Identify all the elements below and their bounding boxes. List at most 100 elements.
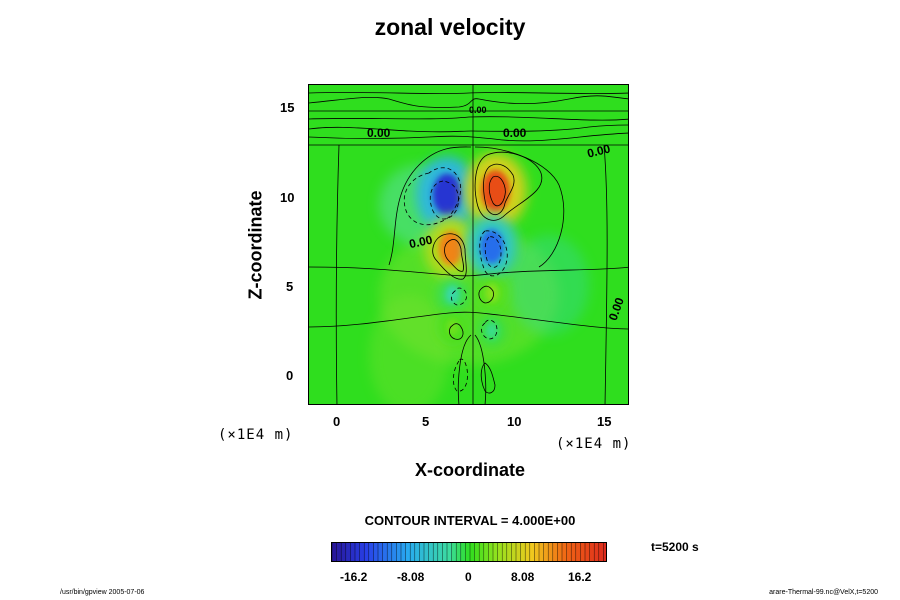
colorbar-swatch	[603, 543, 606, 561]
colorbar-swatch	[345, 543, 351, 561]
colorbar-swatch	[460, 543, 466, 561]
negative-contours	[403, 167, 508, 392]
colorbar-swatch	[548, 543, 554, 561]
extremum-core	[446, 318, 459, 336]
colorbar-swatch	[506, 543, 512, 561]
colorbar-swatch	[520, 543, 526, 561]
z-tick-label: 15	[280, 100, 295, 115]
colorbar-swatch	[511, 543, 517, 561]
colorbar-tick-label: 8.08	[511, 570, 535, 584]
colorbar-swatch	[575, 543, 581, 561]
colorbar-swatch	[410, 543, 416, 561]
positive-contours	[432, 151, 543, 394]
x-tick-label: 0	[333, 414, 341, 429]
colorbar-swatch	[405, 543, 411, 561]
colorbar-swatch	[424, 543, 429, 561]
colorbar-swatch	[391, 543, 397, 561]
colorbar-swatch	[488, 543, 494, 561]
contour-label: 0.00	[586, 141, 612, 160]
colorbar-swatch	[387, 543, 393, 561]
colorbar-swatch	[396, 543, 402, 561]
z-tick-label: 5	[286, 279, 294, 294]
extremum-core	[480, 229, 504, 264]
color-field	[309, 85, 628, 404]
colorbar-swatch	[497, 543, 503, 561]
y-axis-label: Z-coordinate	[245, 190, 266, 300]
colorbar-swatch	[456, 543, 462, 561]
colorbar-swatch	[539, 543, 544, 561]
x-unit-label: (×1E4 m)	[556, 436, 632, 452]
footer-left: /usr/bin/gpview 2005-07-06	[60, 589, 145, 596]
colorbar-swatch	[543, 543, 549, 561]
colorbar-swatch	[585, 543, 590, 561]
colorbar-swatch	[332, 543, 337, 561]
chart-title: zonal velocity	[374, 14, 526, 40]
contour-interval-label: CONTOUR INTERVAL = 4.000E+00	[364, 513, 576, 528]
colorbar-swatch	[433, 543, 439, 561]
colorbar-swatch	[566, 543, 572, 561]
contour-label: 0.00	[503, 126, 527, 140]
z-unit-label: (×1E4 m)	[218, 427, 294, 443]
colorbar-swatch	[401, 543, 406, 561]
colorbar-tick-label: -16.2	[340, 570, 368, 584]
extremum-core	[485, 283, 499, 303]
contour-lines	[309, 85, 628, 404]
contour-label: 0.00	[408, 233, 434, 252]
colorbar-swatch	[516, 543, 521, 561]
heatmap-svg: 0.00 0.00 0.00 0.00 0.00 0.00	[309, 85, 628, 404]
x-tick-label: 5	[422, 414, 430, 429]
colorbar-swatch	[382, 543, 388, 561]
colorbar-swatch	[355, 543, 360, 561]
colorbar-swatch	[580, 543, 586, 561]
extremum-core	[438, 231, 463, 266]
x-tick-label: 15	[597, 414, 612, 429]
colorbar-swatch	[598, 543, 604, 561]
colorbar-swatch	[359, 543, 365, 561]
colorbar	[331, 542, 607, 562]
time-label: t=5200 s	[651, 540, 699, 554]
colorbar-swatch	[378, 543, 383, 561]
x-tick-label: 10	[507, 414, 522, 429]
x-axis-label: X-coordinate	[414, 460, 525, 480]
extremum-core	[486, 322, 498, 339]
colorbar-swatch	[557, 543, 563, 561]
z-tick-label: 0	[286, 368, 294, 383]
contour-label: 0.00	[367, 126, 391, 140]
colorbar-swatch	[502, 543, 508, 561]
colorbar-swatch	[479, 543, 485, 561]
colorbar-swatch	[350, 543, 356, 561]
colorbar-swatch	[336, 543, 342, 561]
colorbar-swatch	[525, 543, 531, 561]
colorbar-swatch	[594, 543, 600, 561]
colorbar-swatch	[465, 543, 471, 561]
contour-label: 0.00	[469, 105, 487, 115]
colorbar-swatch	[442, 543, 448, 561]
colorbar-tick-label: 0	[465, 570, 472, 584]
colorbar-swatch	[474, 543, 480, 561]
colorbar-swatch	[428, 543, 434, 561]
colorbar-swatch	[368, 543, 374, 561]
colorbar-swatch	[483, 543, 489, 561]
colorbar-swatch	[562, 543, 567, 561]
extremum-core	[432, 173, 462, 216]
colorbar-swatch	[470, 543, 475, 561]
colorbar-svg	[332, 543, 606, 561]
colorbar-swatch	[364, 543, 370, 561]
colorbar-tick-label: -8.08	[397, 570, 425, 584]
colorbar-swatch	[419, 543, 425, 561]
footer-right: arare-Thermal-99.nc@VelX,t=5200	[769, 589, 878, 596]
z-tick-label: 10	[280, 190, 295, 205]
colorbar-swatch	[447, 543, 452, 561]
extremum-core	[445, 285, 459, 304]
colorbar-swatch	[552, 543, 558, 561]
colorbar-swatch	[534, 543, 540, 561]
colorbar-swatch	[341, 543, 347, 561]
colorbar-swatch	[451, 543, 457, 561]
colorbar-swatch	[571, 543, 577, 561]
plot-area: 0.00 0.00 0.00 0.00 0.00 0.00	[308, 84, 629, 405]
colorbar-swatch	[589, 543, 595, 561]
colorbar-swatch	[414, 543, 420, 561]
colorbar-swatch	[437, 543, 443, 561]
colorbar-swatch	[493, 543, 498, 561]
colorbar-swatch	[373, 543, 379, 561]
